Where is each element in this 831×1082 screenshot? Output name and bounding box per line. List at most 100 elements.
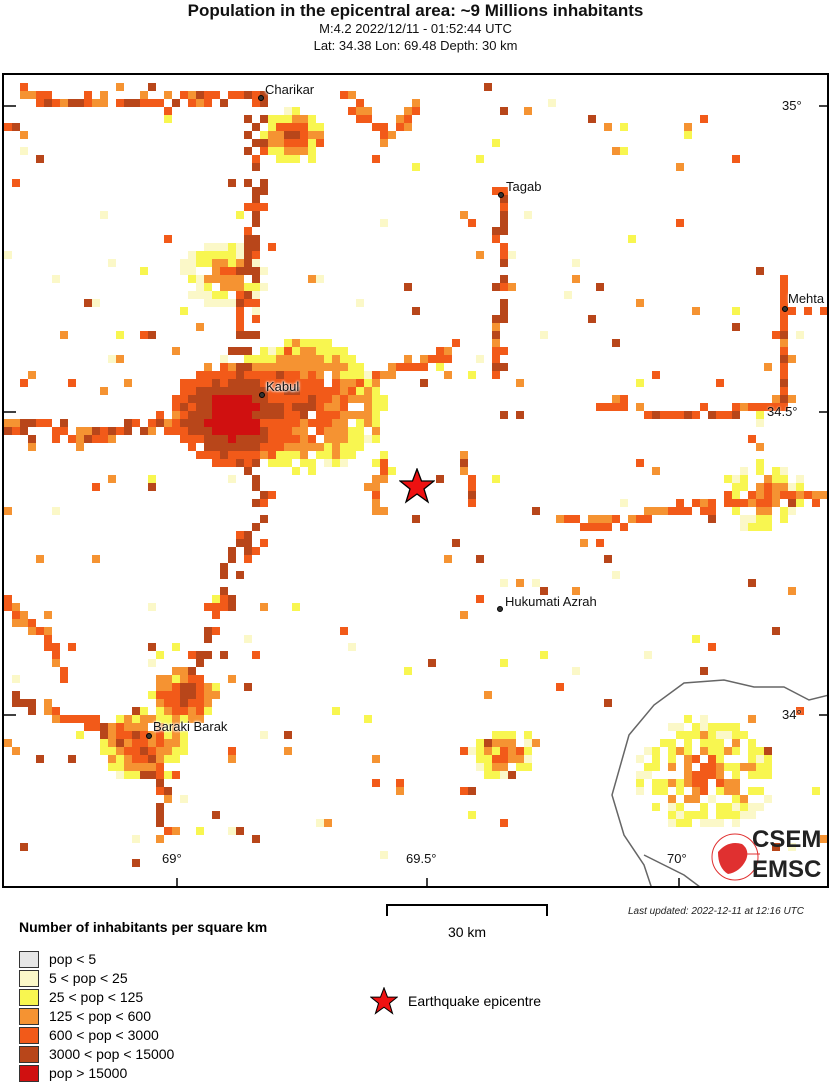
- legend-swatch: [19, 1007, 39, 1025]
- population-cell: [228, 755, 236, 763]
- population-cell: [252, 259, 260, 267]
- population-cell: [716, 723, 724, 731]
- population-cell: [244, 547, 252, 555]
- population-cell: [172, 403, 180, 411]
- population-cell: [156, 771, 164, 779]
- population-cell: [196, 275, 204, 283]
- population-cell: [244, 235, 252, 243]
- population-cell: [748, 403, 756, 411]
- population-cell: [676, 787, 684, 795]
- legend-swatch: [19, 1026, 39, 1044]
- population-cell: [332, 387, 340, 395]
- population-cell: [284, 347, 292, 355]
- population-cell: [172, 643, 180, 651]
- population-cell: [260, 491, 268, 499]
- population-cell: [292, 115, 300, 123]
- population-cell: [732, 763, 740, 771]
- population-cell: [204, 443, 212, 451]
- population-cell: [276, 347, 284, 355]
- population-cell: [516, 747, 524, 755]
- population-cell: [372, 459, 380, 467]
- population-cell: [252, 547, 260, 555]
- population-cell: [276, 371, 284, 379]
- population-cell: [380, 459, 388, 467]
- population-cell: [4, 251, 12, 259]
- population-cell: [196, 371, 204, 379]
- population-cell: [28, 707, 36, 715]
- population-cell: [732, 771, 740, 779]
- population-cell: [700, 771, 708, 779]
- population-cell: [12, 179, 20, 187]
- population-map[interactable]: 69° 69.5° 70° 35° 34.5° 34° Charikar Tag…: [2, 73, 829, 888]
- population-cell: [732, 779, 740, 787]
- population-cell: [492, 763, 500, 771]
- population-cell: [812, 491, 820, 499]
- population-cell: [396, 787, 404, 795]
- population-cell: [436, 347, 444, 355]
- population-cell: [748, 811, 756, 819]
- population-cell: [764, 403, 772, 411]
- legend-item: 3000 < pop < 15000: [19, 1045, 174, 1063]
- population-cell: [316, 131, 324, 139]
- population-cell: [300, 427, 308, 435]
- population-cell: [252, 251, 260, 259]
- population-cell: [708, 507, 716, 515]
- population-cell: [116, 715, 124, 723]
- population-cell: [276, 355, 284, 363]
- population-cell: [244, 395, 252, 403]
- population-cell: [468, 499, 476, 507]
- population-cell: [796, 499, 804, 507]
- population-cell: [812, 499, 820, 507]
- population-cell: [228, 275, 236, 283]
- population-cell: [404, 107, 412, 115]
- population-cell: [212, 371, 220, 379]
- population-cell: [188, 715, 196, 723]
- population-cell: [276, 363, 284, 371]
- population-cell: [708, 771, 716, 779]
- population-cell: [756, 771, 764, 779]
- population-cell: [356, 371, 364, 379]
- population-cell: [772, 843, 780, 851]
- red-star-icon[interactable]: [399, 468, 435, 504]
- population-cell: [676, 803, 684, 811]
- population-cell: [404, 667, 412, 675]
- population-cell: [92, 427, 100, 435]
- population-cell: [300, 355, 308, 363]
- population-cell: [324, 403, 332, 411]
- population-cell: [324, 363, 332, 371]
- population-cell: [252, 291, 260, 299]
- population-cell: [540, 651, 548, 659]
- population-cell: [372, 155, 380, 163]
- population-cell: [228, 403, 236, 411]
- population-cell: [468, 787, 476, 795]
- legend-swatch: [19, 950, 39, 968]
- population-cell: [92, 555, 100, 563]
- population-cell: [188, 707, 196, 715]
- population-cell: [404, 283, 412, 291]
- population-cell: [132, 731, 140, 739]
- population-cell: [372, 435, 380, 443]
- population-cell: [284, 371, 292, 379]
- population-cell: [524, 755, 532, 763]
- population-cell: [268, 363, 276, 371]
- population-cell: [180, 403, 188, 411]
- population-cell: [700, 803, 708, 811]
- population-cell: [140, 739, 148, 747]
- population-cell: [220, 99, 228, 107]
- population-cell: [780, 331, 788, 339]
- population-cell: [724, 787, 732, 795]
- population-cell: [164, 787, 172, 795]
- population-cell: [292, 371, 300, 379]
- population-cell: [380, 131, 388, 139]
- population-cell: [276, 427, 284, 435]
- population-cell: [636, 403, 644, 411]
- population-cell: [180, 427, 188, 435]
- population-cell: [12, 691, 20, 699]
- population-cell: [524, 107, 532, 115]
- population-cell: [204, 435, 212, 443]
- population-cell: [316, 339, 324, 347]
- population-cell: [108, 427, 116, 435]
- population-cell: [4, 739, 12, 747]
- population-cell: [236, 459, 244, 467]
- population-cell: [124, 379, 132, 387]
